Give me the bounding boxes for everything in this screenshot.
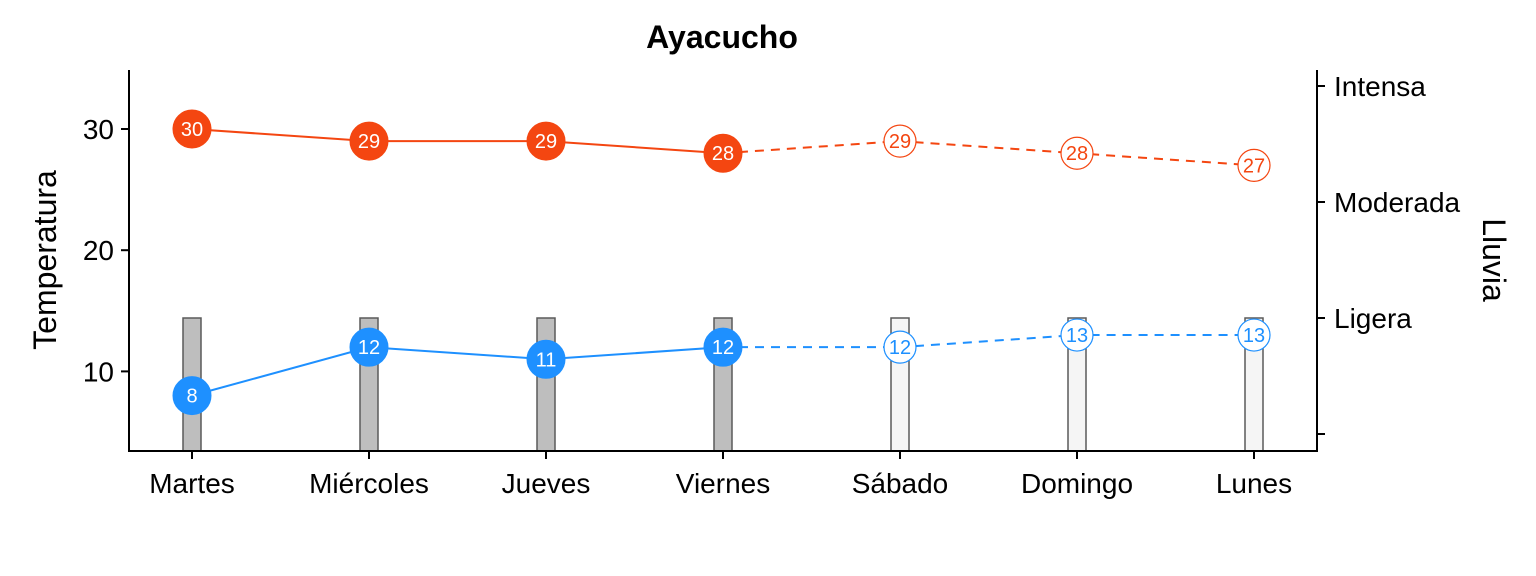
- data-label: 13: [1066, 325, 1088, 347]
- data-point: [883, 124, 917, 158]
- y2-axis-title: Lluvia: [1476, 218, 1512, 302]
- data-label: 29: [889, 131, 911, 153]
- y2-tick-label: Ligera: [1334, 303, 1412, 334]
- data-label: 27: [1243, 155, 1265, 177]
- x-tick-label: Miércoles: [309, 468, 429, 499]
- data-point: [349, 327, 389, 367]
- data-point: [172, 109, 212, 149]
- x-tick-label: Jueves: [502, 468, 591, 499]
- y-axis-title: Temperatura: [27, 170, 63, 350]
- data-point: [883, 330, 917, 364]
- data-label: 12: [889, 337, 911, 359]
- series-line-observed: [191, 346, 724, 397]
- series-lines: [191, 128, 1255, 397]
- data-point: [526, 339, 566, 379]
- y2-axis-ticks: Ligera Moderada Intensa: [1317, 71, 1461, 435]
- data-label: 13: [1243, 325, 1265, 347]
- data-point: [526, 121, 566, 161]
- x-tick-label: Sábado: [852, 468, 949, 499]
- data-label: 29: [358, 131, 380, 153]
- data-point: [172, 376, 212, 416]
- data-point: [1237, 318, 1271, 352]
- y2-tick-label: Intensa: [1334, 71, 1426, 102]
- y-tick-label: 20: [83, 235, 114, 266]
- data-point: [1060, 136, 1094, 170]
- series-line-forecast: [722, 140, 1255, 167]
- data-label: 28: [1066, 143, 1088, 165]
- data-label: 29: [535, 131, 557, 153]
- data-label: 28: [712, 143, 734, 165]
- data-label: 30: [181, 119, 203, 141]
- rain-bar: [536, 317, 556, 452]
- chart-title: Ayacucho: [646, 19, 798, 55]
- x-tick-label: Martes: [149, 468, 235, 499]
- series-points: 30 29 29 28 29 28 27 8 12 11 12 12 13 13: [172, 109, 1271, 416]
- y-tick-label: 10: [83, 356, 114, 387]
- data-label: 12: [712, 337, 734, 359]
- data-point: [349, 121, 389, 161]
- data-label: 12: [358, 337, 380, 359]
- y-axis-ticks: 10 20 30: [83, 114, 129, 387]
- data-point: [703, 327, 743, 367]
- data-point: [1060, 318, 1094, 352]
- x-tick-label: Viernes: [676, 468, 770, 499]
- x-tick-label: Lunes: [1216, 468, 1292, 499]
- x-axis-ticks: Martes Miércoles Jueves Viernes Sábado Doming…: [149, 451, 1292, 499]
- series-line-forecast: [723, 334, 1254, 349]
- x-tick-label: Domingo: [1021, 468, 1133, 499]
- data-label: 8: [186, 386, 197, 408]
- data-label: 11: [536, 349, 557, 371]
- y2-tick-label: Moderada: [1334, 187, 1461, 218]
- y-tick-label: 30: [83, 114, 114, 145]
- series-line-observed: [191, 128, 724, 155]
- data-point: [1237, 148, 1271, 182]
- data-point: [703, 133, 743, 173]
